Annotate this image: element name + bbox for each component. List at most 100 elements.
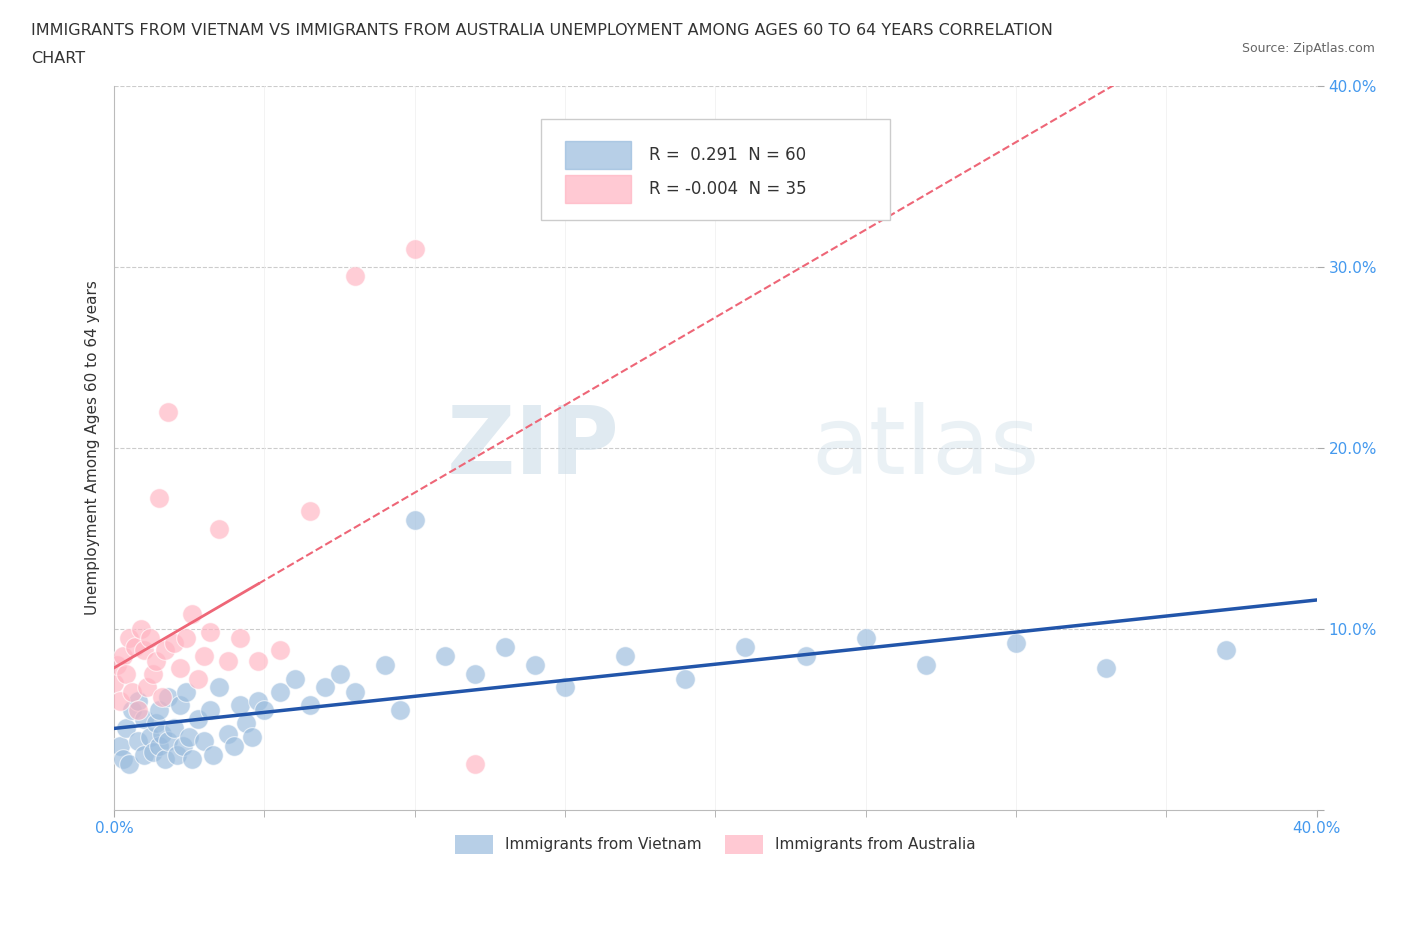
Point (1005, 636, 1028, 651)
Point (242, 730, 264, 745)
Point (464, 757, 486, 772)
Point (163, 636, 186, 651)
Point (169, 698, 191, 712)
Point (794, 648, 817, 663)
Point (136, 679, 159, 694)
Point (112, 648, 135, 663)
Point (374, 658, 396, 672)
Point (145, 715, 167, 730)
Point (155, 643, 177, 658)
Point (224, 738, 246, 753)
Point (494, 639, 516, 654)
Point (269, 684, 291, 699)
Point (329, 667, 352, 682)
Point (166, 748, 188, 763)
Point (343, 269, 366, 284)
Bar (565, 141, 631, 168)
Point (118, 631, 141, 645)
Point (108, 694, 131, 709)
Text: CHART: CHART (31, 51, 84, 66)
Point (217, 654, 239, 669)
Point (139, 631, 162, 645)
Point (914, 658, 936, 672)
Point (283, 671, 305, 686)
Point (176, 684, 198, 699)
Point (118, 757, 141, 772)
Point (217, 726, 239, 741)
Point (464, 667, 486, 682)
Point (253, 703, 276, 718)
Point (181, 751, 204, 766)
Point (193, 734, 215, 749)
Point (229, 698, 252, 712)
Point (127, 694, 149, 709)
Point (554, 679, 576, 694)
Point (229, 631, 252, 645)
Point (148, 491, 170, 506)
Point (200, 703, 222, 718)
Text: R = -0.004  N = 35: R = -0.004 N = 35 (650, 179, 807, 198)
Bar (565, 175, 631, 203)
Point (202, 748, 225, 763)
Point (127, 734, 149, 749)
Point (139, 730, 162, 745)
Point (148, 738, 170, 753)
Point (129, 621, 152, 636)
Point (269, 643, 291, 658)
Point (157, 690, 180, 705)
Point (298, 504, 321, 519)
Text: Source: ZipAtlas.com: Source: ZipAtlas.com (1241, 42, 1375, 55)
Point (134, 711, 156, 726)
Point (855, 631, 877, 645)
Point (388, 703, 411, 718)
Point (148, 703, 170, 718)
Point (115, 667, 138, 682)
Point (155, 751, 177, 766)
Point (124, 639, 146, 654)
FancyBboxPatch shape (541, 119, 890, 219)
Point (314, 679, 336, 694)
Text: IMMIGRANTS FROM VIETNAM VS IMMIGRANTS FROM AUSTRALIA UNEMPLOYMENT AMONG AGES 60 : IMMIGRANTS FROM VIETNAM VS IMMIGRANTS FR… (31, 23, 1053, 38)
Point (121, 684, 143, 699)
Point (105, 658, 128, 672)
Text: ZIP: ZIP (446, 402, 619, 494)
Point (121, 703, 143, 718)
Point (235, 715, 257, 730)
Point (103, 675, 125, 690)
Y-axis label: Unemployment Among Ages 60 to 64 years: Unemployment Among Ages 60 to 64 years (86, 280, 100, 616)
Point (150, 726, 173, 741)
Point (157, 734, 180, 749)
Point (208, 522, 231, 537)
Point (142, 667, 165, 682)
Point (247, 694, 270, 709)
Point (208, 679, 231, 694)
Point (176, 631, 198, 645)
Legend: Immigrants from Vietnam, Immigrants from Australia: Immigrants from Vietnam, Immigrants from… (449, 829, 981, 860)
Text: atlas: atlas (811, 402, 1040, 494)
Point (404, 512, 426, 527)
Point (169, 661, 191, 676)
Point (150, 690, 173, 705)
Point (1215, 643, 1237, 658)
Point (193, 648, 215, 663)
Point (127, 703, 149, 718)
Point (157, 405, 180, 419)
Point (404, 242, 426, 257)
Point (187, 711, 209, 726)
Point (115, 721, 138, 736)
Point (524, 658, 547, 672)
Point (200, 625, 222, 640)
Point (134, 748, 156, 763)
Point (343, 684, 366, 699)
Point (673, 671, 696, 686)
Point (298, 698, 321, 712)
Point (112, 751, 135, 766)
Point (163, 721, 186, 736)
Point (134, 643, 156, 658)
Point (734, 639, 756, 654)
Point (145, 654, 167, 669)
Point (433, 648, 456, 663)
Point (108, 738, 131, 753)
Point (614, 648, 637, 663)
Point (142, 744, 165, 759)
